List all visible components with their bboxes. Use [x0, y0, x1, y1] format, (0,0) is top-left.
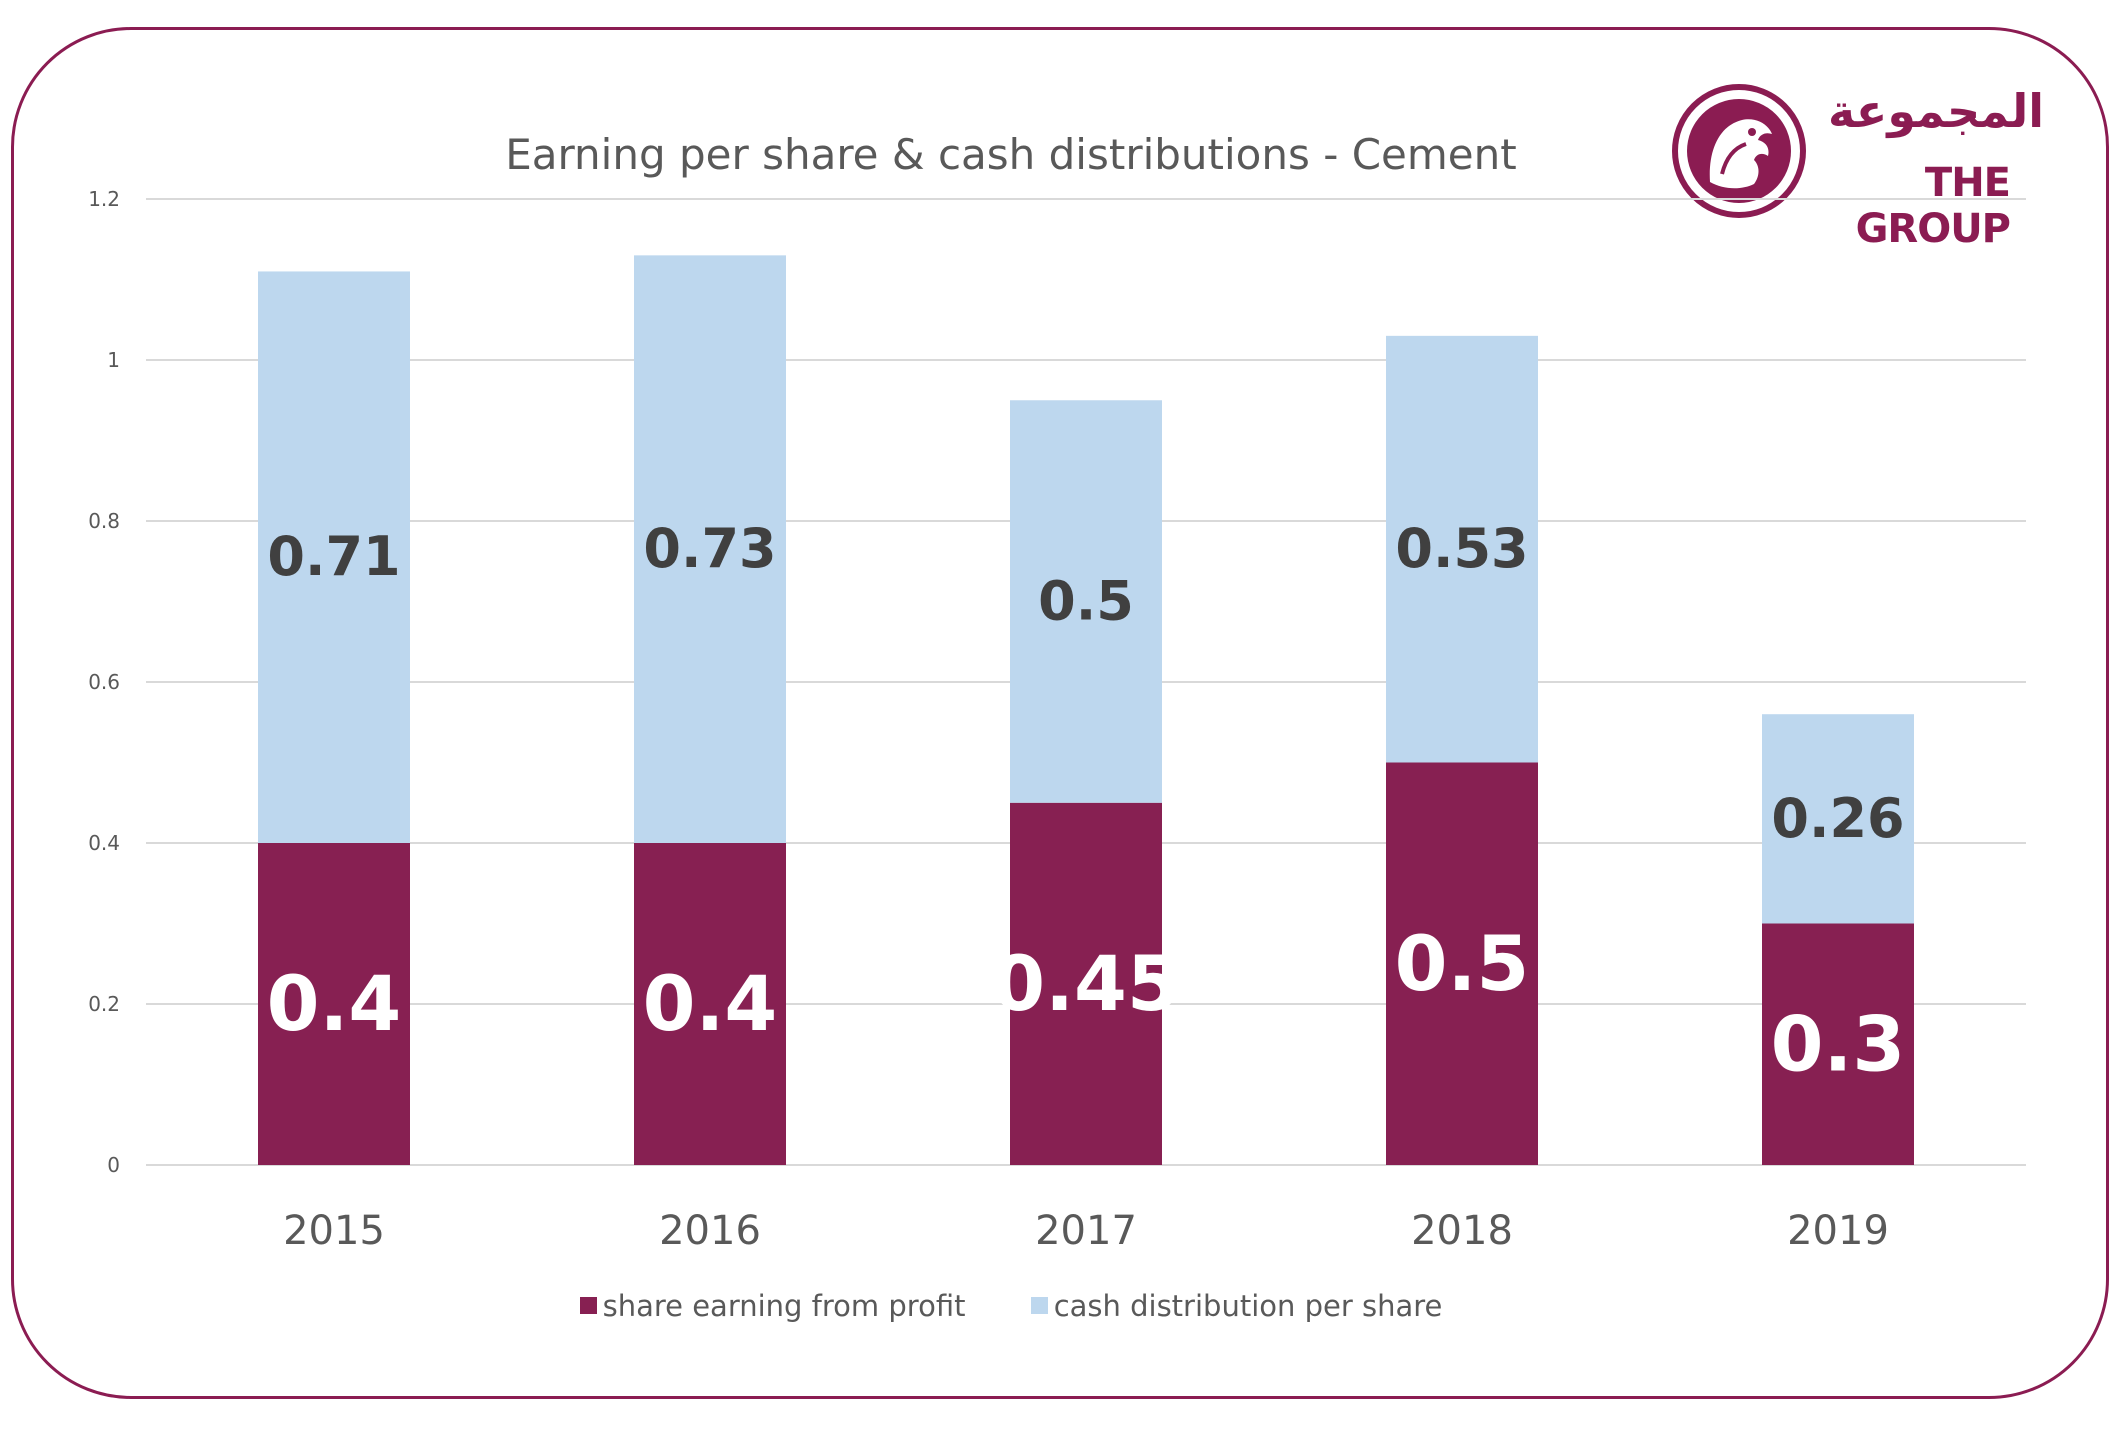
y-tick-label: 0.4 — [88, 831, 120, 855]
y-tick-label: 0.6 — [88, 670, 120, 694]
data-labels: 0.4 0.71 0.4 0.73 0.45 0.5 0.5 0.53 0.3 0.26 — [267, 517, 1906, 1088]
data-label-earning: 0.5 — [1395, 919, 1530, 1008]
bar-cash — [1386, 335, 1538, 763]
x-axis-ticks: 2015 2016 2017 2018 2019 — [283, 1208, 1889, 1254]
data-label-cash: 0.5 — [1038, 570, 1134, 633]
data-label-earning: 0.45 — [992, 939, 1180, 1028]
data-label-cash: 0.73 — [643, 517, 776, 580]
y-tick-label: 1.2 — [88, 187, 120, 211]
legend-label-cash: cash distribution per share — [1053, 1288, 1443, 1323]
bars — [258, 255, 1914, 1165]
falcon-emblem-icon — [1672, 84, 1806, 218]
y-tick-label: 0.2 — [88, 992, 120, 1016]
bar-cash — [634, 255, 786, 844]
data-label-cash: 0.53 — [1395, 517, 1528, 580]
x-tick-label: 2018 — [1411, 1208, 1513, 1254]
x-tick-label: 2015 — [283, 1208, 385, 1254]
data-label-cash: 0.26 — [1771, 787, 1904, 850]
x-tick-label: 2017 — [1035, 1208, 1137, 1254]
x-tick-label: 2019 — [1787, 1208, 1889, 1254]
data-label-cash: 0.71 — [267, 525, 400, 588]
data-label-earning: 0.4 — [267, 959, 402, 1048]
x-tick-label: 2016 — [659, 1208, 761, 1254]
legend-label-earning: share earning from profit — [602, 1288, 966, 1323]
y-tick-label: 0 — [107, 1153, 120, 1177]
bar-earning — [634, 843, 786, 1165]
legend-swatch-earning — [579, 1297, 597, 1314]
bar-earning — [258, 843, 410, 1165]
y-tick-label: 0.8 — [88, 509, 120, 533]
legend-item-earning: share earning from profit — [579, 1288, 966, 1323]
chart-title: Earning per share & cash distributions -… — [505, 130, 1517, 179]
y-axis-ticks: 0 0.2 0.4 0.6 0.8 1 1.2 — [88, 187, 120, 1177]
bar-cash — [1010, 400, 1162, 803]
bar-cash — [1762, 714, 1914, 924]
data-label-earning: 0.4 — [643, 959, 778, 1048]
legend-item-cash: cash distribution per share — [1030, 1288, 1443, 1323]
bar-earning — [1386, 762, 1538, 1165]
bar-cash — [258, 271, 410, 843]
y-tick-label: 1 — [107, 348, 120, 372]
legend-swatch-cash — [1030, 1297, 1048, 1314]
company-logo: المجموعة THE GROUP — [1670, 82, 2044, 252]
bar-earning — [1762, 923, 1914, 1165]
bar-earning — [1010, 802, 1162, 1165]
data-label-earning: 0.3 — [1771, 999, 1906, 1088]
chart-legend: share earning from profit cash distribut… — [0, 1287, 2022, 1323]
